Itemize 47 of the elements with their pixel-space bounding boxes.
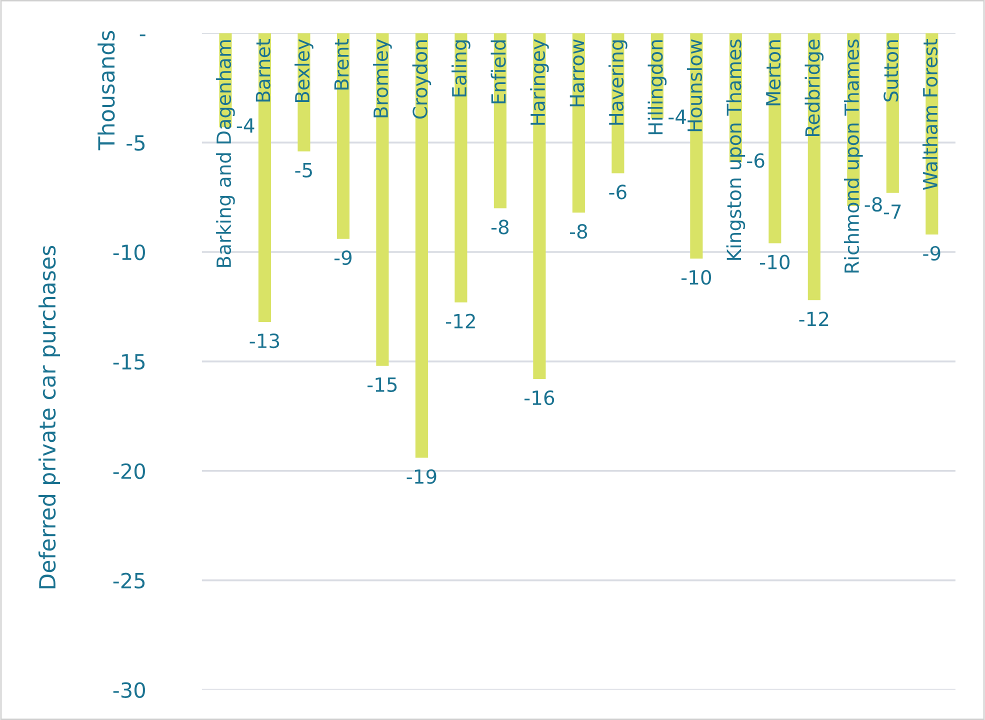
data-label: -4 bbox=[236, 118, 254, 133]
x-tick-label: Hounslow bbox=[687, 39, 702, 132]
x-tick-label: Richmond upon Thames bbox=[844, 40, 863, 273]
data-label: -12 bbox=[446, 314, 475, 328]
x-tick-label: Barking and Dagenham bbox=[216, 40, 235, 267]
data-label: -9 bbox=[334, 250, 352, 266]
data-label: -4 bbox=[668, 110, 686, 124]
x-tick-label: Brent bbox=[334, 39, 349, 90]
x-tick-label: Haringey bbox=[530, 39, 549, 125]
y-tick-label: -15 bbox=[113, 354, 145, 370]
x-tick-label: Enfield bbox=[490, 40, 506, 104]
y-tick-label: -20 bbox=[113, 463, 145, 480]
x-tick-label: Harrow bbox=[570, 39, 584, 106]
x-tick-label: Havering bbox=[608, 40, 628, 125]
text: Thousands bbox=[98, 30, 115, 150]
x-tick-label: Bromley bbox=[373, 39, 392, 118]
data-label: -6 bbox=[747, 153, 764, 168]
x-tick-label: Kingston upon Thames bbox=[726, 40, 746, 260]
data-label: -8 bbox=[570, 224, 588, 239]
data-label: -8 bbox=[491, 220, 509, 234]
y-tick-label: - bbox=[140, 34, 146, 36]
y-tick-label: -25 bbox=[113, 572, 145, 589]
x-tick-label: Croydon bbox=[412, 40, 432, 119]
x-tick-label: Sutton bbox=[884, 40, 898, 102]
data-label: -6 bbox=[609, 184, 626, 200]
x-tick-label: Hillingdon bbox=[648, 40, 667, 134]
data-label: -12 bbox=[799, 312, 828, 326]
x-tick-label: Redbridge bbox=[804, 40, 824, 136]
x-tick-label: Bexley bbox=[294, 39, 314, 102]
data-label: -10 bbox=[682, 270, 712, 285]
x-tick-label: Merton bbox=[766, 40, 781, 106]
x-tick-label: Waltham Forest bbox=[922, 39, 938, 190]
y-tick-label: -5 bbox=[126, 135, 145, 151]
data-label: -16 bbox=[524, 390, 554, 406]
data-label: -7 bbox=[884, 204, 901, 219]
data-label: -15 bbox=[368, 378, 397, 392]
x-tick-label: Barnet bbox=[256, 39, 270, 102]
y-tick-label: -30 bbox=[113, 682, 145, 698]
data-label: -8 bbox=[864, 196, 882, 212]
x-tick-label: Ealing bbox=[452, 40, 470, 96]
data-label: -19 bbox=[406, 469, 436, 484]
data-label: -13 bbox=[250, 333, 280, 348]
data-label: -10 bbox=[760, 254, 790, 270]
data-label: -5 bbox=[295, 163, 312, 178]
data-label: -9 bbox=[923, 246, 940, 261]
y-tick-label: -10 bbox=[113, 244, 145, 260]
y-axis-title: Deferred private car purchases bbox=[38, 246, 60, 588]
